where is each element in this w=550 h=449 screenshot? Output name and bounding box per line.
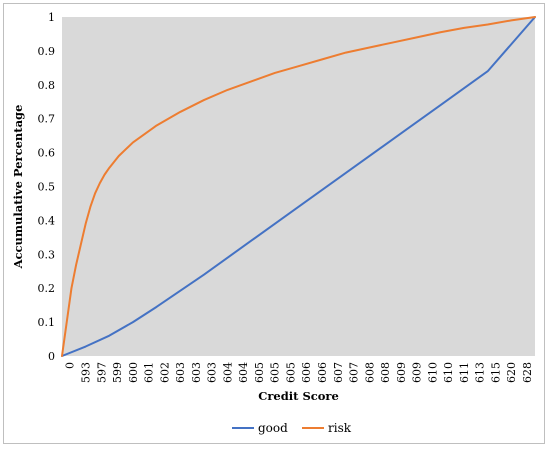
x-tick-label: 600 [127, 362, 140, 383]
x-tick-label: 602 [158, 362, 171, 383]
x-tick-label: 607 [332, 362, 345, 383]
x-axis-ticks: 0 593 597 599 600 601 602 603 603 603 604 604 605 605… [64, 362, 534, 383]
x-tick-label: 620 [505, 362, 518, 383]
x-tick-label: 610 [426, 362, 439, 383]
x-tick-label: 601 [143, 362, 156, 383]
x-tick-label: 608 [379, 362, 392, 383]
x-tick-label: 609 [411, 362, 424, 383]
x-tick-label: 597 [95, 362, 108, 383]
x-tick-label: 613 [474, 362, 487, 383]
x-tick-label: 605 [269, 362, 282, 383]
x-tick-label: 608 [363, 362, 376, 383]
y-axis-title: Accumulative Percentage [11, 105, 25, 270]
y-tick-label: 0.1 [38, 316, 56, 329]
y-tick-label: 0.6 [38, 147, 56, 160]
x-tick-label: 593 [80, 362, 93, 383]
y-tick-label: 0.3 [38, 248, 56, 261]
x-tick-label: 606 [316, 362, 329, 383]
y-tick-label: 0.5 [38, 181, 56, 194]
x-tick-label: 615 [489, 362, 502, 383]
y-tick-label: 0.4 [38, 214, 56, 227]
x-tick-label: 605 [284, 362, 297, 383]
y-tick-label: 0.7 [38, 113, 56, 126]
series-layer [61, 16, 536, 357]
x-tick-label: 606 [300, 362, 313, 383]
y-tick-label: 0.9 [38, 45, 56, 58]
x-tick-label: 603 [174, 362, 187, 383]
x-tick-label: 607 [348, 362, 361, 383]
x-tick-label: 604 [221, 362, 234, 383]
y-tick-label: 1 [48, 11, 55, 24]
x-tick-label: 599 [111, 362, 124, 383]
x-tick-label: 610 [442, 362, 455, 383]
x-tick-label: 603 [190, 362, 203, 383]
x-axis-title: Credit Score [258, 389, 339, 403]
legend-label: risk [328, 421, 352, 435]
plot-area [62, 17, 535, 356]
x-tick-label: 609 [395, 362, 408, 383]
y-tick-label: 0.2 [38, 282, 56, 295]
series-line-risk [61, 16, 536, 357]
x-tick-label: 604 [237, 362, 250, 383]
x-tick-label: 611 [458, 362, 471, 383]
x-tick-label: 603 [206, 362, 219, 383]
legend-label: good [258, 421, 288, 435]
series-line-good [61, 16, 536, 357]
x-tick-label: 605 [253, 362, 266, 383]
x-tick-label: 0 [64, 362, 77, 369]
y-axis-ticks: 0 0.1 0.2 0.3 0.4 0.5 0.6 0.7 0.8 0.9 1 [38, 11, 56, 363]
legend: good risk [232, 421, 352, 435]
x-tick-label: 628 [521, 362, 534, 383]
y-tick-label: 0 [48, 350, 55, 363]
y-tick-label: 0.8 [38, 79, 56, 92]
